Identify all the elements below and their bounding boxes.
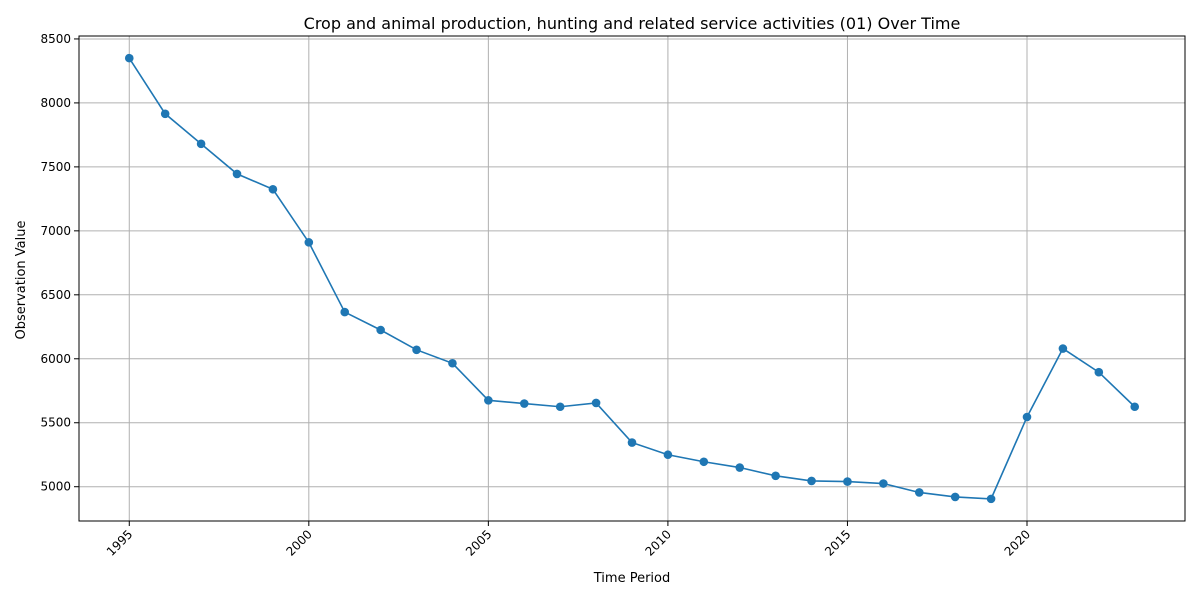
data-point [879, 479, 888, 488]
axes: 1995 2000 2005 2010 2015 2020 5000 5500 6000 6500… [40, 32, 1186, 559]
y-axis-title: Observation Value [14, 221, 29, 340]
data-point [1094, 367, 1104, 377]
data-point [1022, 412, 1032, 422]
data-point [448, 358, 457, 368]
x-tick-label: 2000 [283, 527, 314, 558]
y-tick-label: 6500 [40, 288, 71, 302]
data-point [304, 238, 314, 247]
data-point [160, 109, 170, 119]
data-point [807, 476, 816, 486]
y-tick-label: 8000 [40, 96, 71, 110]
data-point [555, 402, 565, 412]
data-point [1058, 344, 1068, 353]
chart-title: Crop and animal production, hunting and … [304, 14, 961, 33]
x-tick-label: 2020 [1002, 527, 1033, 558]
data-point [340, 307, 350, 317]
x-tick-label: 2010 [643, 527, 674, 558]
data-point [950, 492, 960, 502]
plot-frame [78, 35, 1186, 522]
y-tick-label: 5500 [40, 416, 71, 430]
data-point [843, 477, 852, 486]
x-tick-label: 1995 [104, 527, 135, 558]
x-tick-label: 2015 [822, 527, 853, 558]
data-point [412, 345, 421, 355]
y-tick-label: 7000 [40, 224, 71, 238]
data-point [699, 457, 709, 467]
y-tick-label: 7500 [40, 160, 71, 174]
y-tick-label: 6000 [40, 352, 71, 366]
data-point [771, 471, 780, 481]
data-point [663, 450, 673, 460]
y-tick-label: 5000 [40, 480, 71, 494]
data-point [484, 396, 493, 405]
data-point [376, 325, 385, 335]
data-point [1130, 402, 1140, 412]
data-point [124, 53, 134, 63]
x-tick-label: 2005 [463, 527, 494, 558]
data-point [519, 399, 529, 408]
y-tick-label: 8500 [40, 32, 71, 46]
grid-lines [79, 36, 1185, 521]
data-point [735, 463, 745, 472]
data-point [986, 494, 996, 504]
data-point [914, 488, 924, 497]
series-line [128, 57, 1136, 500]
data-point [196, 139, 206, 149]
data-point [232, 169, 242, 179]
data-point [627, 438, 637, 447]
data-point [268, 184, 278, 194]
x-axis-title: Time Period [593, 571, 670, 586]
series-layer [124, 53, 1140, 504]
data-point [591, 398, 601, 408]
